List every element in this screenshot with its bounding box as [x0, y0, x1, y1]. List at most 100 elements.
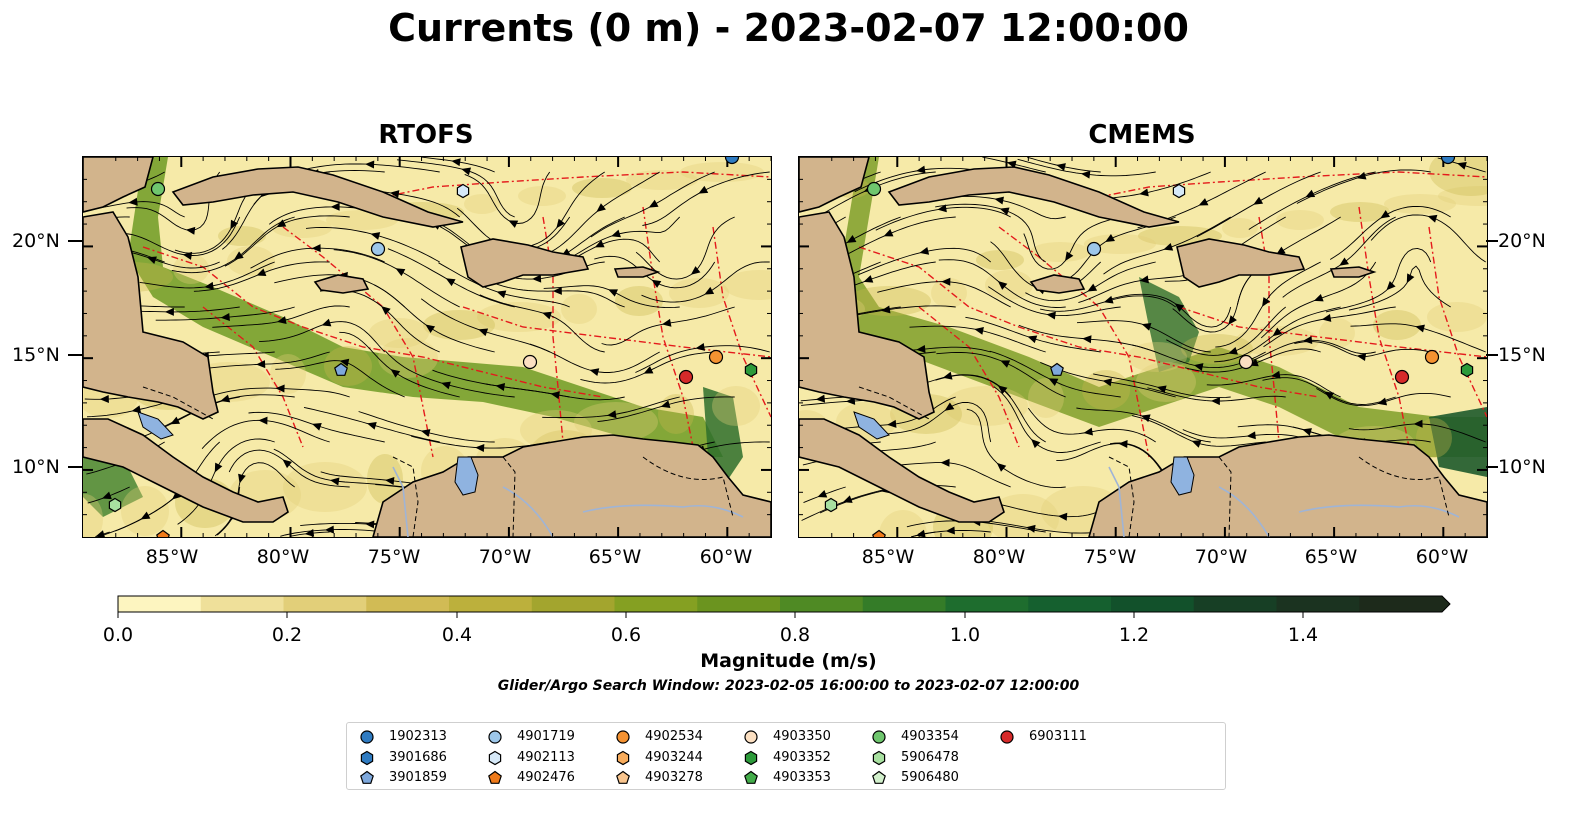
colorbar-tick-0-2: 0.2 [271, 624, 303, 646]
streamline-arrow [311, 422, 322, 431]
streamline-arrow [941, 277, 951, 286]
streamline-arrow [451, 158, 461, 167]
colorbar-tick-0-4: 0.4 [441, 624, 473, 646]
legend-item-label: 3901859 [389, 770, 447, 785]
streamline-arrow [99, 394, 109, 403]
magnitude-patch [1030, 242, 1090, 262]
streamline-arrow [552, 286, 562, 295]
float-marker [872, 529, 886, 537]
streamline-arrow [256, 268, 267, 276]
magnitude-patch [847, 286, 931, 316]
streamline-arrow [1080, 170, 1091, 179]
legend-item-label: 5906478 [901, 749, 959, 765]
magnitude-patch [879, 510, 927, 537]
land-mass [613, 266, 661, 278]
colorbar-cell [1359, 596, 1443, 612]
streamline-arrow [607, 410, 617, 419]
colorbar-cell [780, 596, 864, 612]
streamline-arrow [230, 219, 239, 230]
magnitude-patch [574, 402, 658, 442]
float-marker [334, 362, 348, 376]
streamline-arrow [1065, 251, 1074, 262]
streamline-arrow [329, 477, 340, 486]
streamline-arrow [234, 251, 244, 260]
streamline-arrow [366, 421, 377, 430]
streamline-arrow [919, 246, 930, 255]
x-tick-cmems-65w: 65°W [1304, 546, 1358, 568]
land-mass [1329, 266, 1377, 278]
lake [853, 411, 890, 440]
streamline-arrow [164, 307, 174, 316]
magnitude-patch [931, 278, 967, 308]
magnitude-patch [367, 454, 403, 504]
streamline-arrow [1356, 353, 1367, 362]
magnitude-patch [423, 310, 495, 340]
x-tick-rtofs-75w: 75°W [367, 546, 421, 568]
streamline-arrow [846, 234, 857, 243]
float-marker [708, 349, 724, 365]
streamline-arrow [277, 316, 287, 325]
land-mass [1176, 238, 1306, 288]
country-border [858, 386, 930, 420]
streamline-arrow [1156, 385, 1167, 394]
x-tick-rtofs-85w: 85°W [145, 546, 199, 568]
streamline-arrow [542, 311, 552, 320]
streamline-arrow [182, 251, 193, 260]
eez-boundary-line [1358, 206, 1410, 448]
float-marker [1424, 349, 1440, 365]
colorbar-tick-1-0: 1.0 [949, 624, 981, 646]
colorbar-cell [697, 596, 781, 612]
colorbar-cell [1111, 596, 1195, 612]
magnitude-patch [626, 170, 698, 190]
magnitude-patch [272, 218, 332, 238]
streamline-arrow [1246, 431, 1256, 440]
streamline-arrow [1118, 439, 1128, 448]
magnitude-patch [218, 226, 266, 246]
float-marker [724, 157, 740, 165]
circle-marker-icon [872, 730, 886, 744]
colorbar-tick-0-6: 0.6 [610, 624, 642, 646]
streamline-arrow [365, 160, 375, 169]
streamline-arrow [887, 419, 897, 428]
streamline-arrow [997, 385, 1008, 395]
streamline-arrow [1174, 303, 1185, 312]
eez-boundary-line [382, 171, 771, 198]
streamline-arrow [395, 268, 406, 277]
magnitude-patch [1276, 210, 1324, 230]
hexagon-marker-icon [488, 750, 502, 765]
streamline-arrow [389, 190, 400, 199]
colorbar-label: Magnitude (m/s) [700, 650, 877, 672]
streamline-arrow [817, 490, 828, 498]
streamline-arrow [324, 525, 334, 534]
streamline-arrow [974, 326, 984, 335]
streamline-arrow [441, 381, 451, 390]
lake [1170, 456, 1195, 496]
streamline-arrow [1102, 378, 1113, 387]
colorbar-cell [531, 596, 615, 612]
streamline-arrow [1380, 210, 1391, 219]
streamline-arrow [1026, 524, 1036, 533]
streamline-arrow [532, 274, 542, 283]
float-marker [456, 183, 470, 199]
streamline-arrow [1228, 315, 1237, 325]
country-border [642, 456, 734, 518]
magnitude-patch [283, 462, 367, 512]
magnitude-patch [572, 178, 632, 198]
colorbar-cell [1028, 596, 1112, 612]
eez-boundary-line [642, 206, 694, 448]
float-marker [1394, 369, 1410, 385]
magnitude-patch [83, 494, 103, 537]
magnitude-patch [1082, 370, 1130, 410]
circle-marker-icon [488, 730, 502, 744]
streamline-arrow [1046, 311, 1056, 320]
map-panel-rtofs[interactable] [82, 156, 772, 538]
streamline-arrow [994, 196, 1004, 205]
streamline-arrow [1103, 295, 1114, 304]
streamline-arrow [1139, 275, 1149, 284]
map-panel-cmems[interactable] [798, 156, 1488, 538]
legend-item-label: 4902534 [645, 729, 703, 744]
streamline-arrow [1272, 327, 1283, 337]
streamline-arrow [611, 229, 621, 238]
x-tick-cmems-85w: 85°W [861, 546, 915, 568]
magnitude-patch [712, 386, 760, 426]
